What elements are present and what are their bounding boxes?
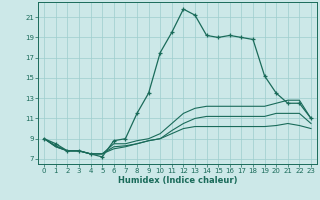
X-axis label: Humidex (Indice chaleur): Humidex (Indice chaleur) [118,176,237,185]
